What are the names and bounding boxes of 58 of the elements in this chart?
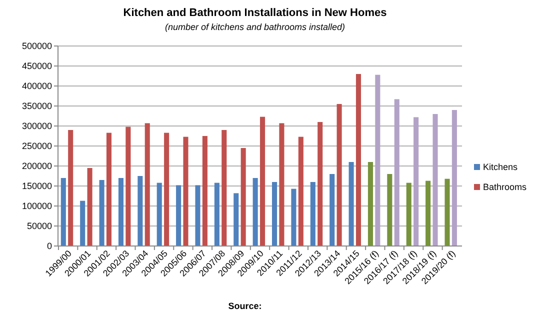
y-tick-label: 150000 — [22, 181, 52, 192]
chart-title: Kitchen and Bathroom Installations in New Homes — [123, 7, 387, 19]
bar — [126, 126, 131, 246]
bar — [202, 136, 208, 246]
bar — [195, 185, 200, 246]
bar — [298, 136, 304, 246]
bar — [444, 178, 450, 246]
bar — [375, 74, 380, 246]
y-tick-label: 100000 — [22, 201, 52, 212]
bar — [164, 132, 170, 246]
y-tick-label: 300000 — [22, 121, 52, 132]
y-tick-label: 250000 — [22, 141, 52, 152]
bar — [406, 182, 412, 246]
bar — [414, 117, 419, 246]
y-tick-label: 50000 — [26, 221, 52, 232]
bar — [240, 148, 246, 246]
bar — [432, 114, 438, 246]
bar — [106, 132, 112, 246]
bar — [176, 185, 182, 246]
legend-label: Kitchens — [483, 162, 518, 172]
bar — [144, 123, 150, 246]
bar — [318, 122, 323, 246]
bar — [356, 74, 361, 246]
bar — [291, 188, 296, 246]
bar — [214, 182, 220, 246]
bar — [272, 182, 278, 246]
bar — [234, 193, 239, 246]
bar — [368, 162, 373, 246]
y-tick-label: 0 — [46, 241, 52, 252]
bar — [426, 180, 431, 246]
bar — [138, 176, 143, 246]
y-tick-label: 450000 — [22, 61, 52, 72]
bar — [260, 116, 266, 246]
bar — [279, 123, 284, 246]
bar — [330, 174, 335, 246]
bar — [348, 162, 354, 246]
bar — [452, 110, 457, 246]
bar — [99, 180, 104, 246]
y-tick-label: 200000 — [22, 161, 52, 172]
legend-label: Bathrooms — [483, 182, 528, 192]
bar — [310, 182, 316, 246]
y-tick-label: 400000 — [22, 81, 52, 92]
bar — [394, 99, 400, 246]
y-tick-label: 350000 — [22, 101, 52, 112]
bar — [60, 178, 66, 246]
bar — [80, 200, 86, 246]
bar — [336, 104, 342, 246]
bar — [387, 174, 392, 246]
bar — [68, 130, 74, 246]
y-tick-label: 500000 — [22, 41, 52, 52]
bar — [252, 178, 258, 246]
bar — [87, 168, 92, 246]
bar — [222, 130, 227, 246]
chart-subtitle: (number of kitchens and bathrooms installed) — [164, 22, 346, 32]
source-note: Source: — [228, 301, 262, 311]
bar — [183, 136, 188, 246]
bar — [156, 182, 162, 246]
bar — [118, 178, 124, 246]
